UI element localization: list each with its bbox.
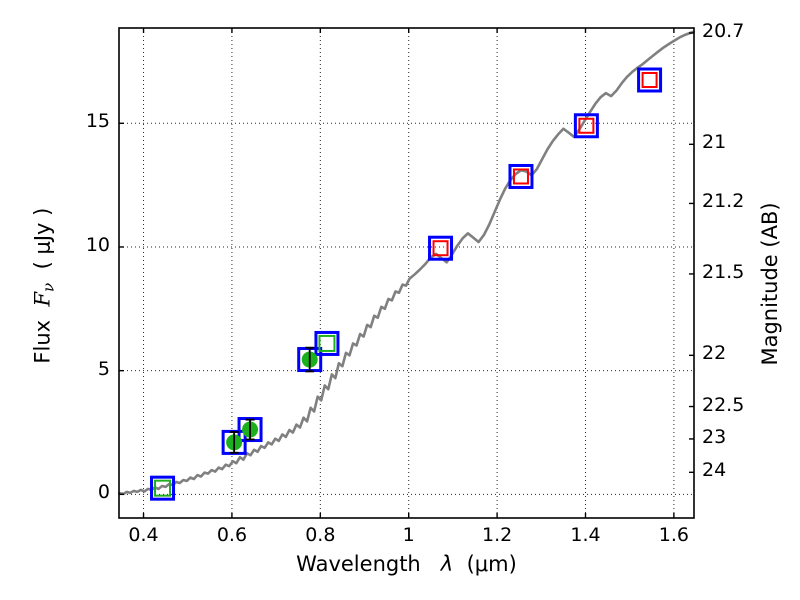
axes-frame (118, 27, 695, 519)
errorbar (305, 346, 315, 373)
marker-observed-photometry-blue-squares (428, 235, 454, 261)
marker-ir-photometry-red-open-squares (578, 117, 595, 134)
x-axis-label-name: Wavelength (296, 552, 421, 576)
y-tick-label: 0 (97, 481, 110, 504)
x-tick-label: 1.4 (570, 524, 601, 546)
y-tick-label: 15 (85, 110, 110, 133)
y2-tick-label: 21.2 (702, 190, 745, 213)
x-tick-label: 0.4 (128, 524, 159, 546)
marker-ir-photometry-red-open-squares (432, 240, 449, 257)
x-axis-label-unit: (μm) (466, 552, 517, 576)
x-axis-label-symbol: λ (440, 552, 454, 576)
y-tick-label: 5 (97, 357, 110, 380)
y-axis-label-name: Flux (30, 319, 55, 364)
y2-tick-label: 23 (702, 425, 727, 448)
marker-observed-photometry-blue-squares (314, 330, 340, 356)
y2-tick-label: 21 (702, 131, 727, 154)
y-axis-label-symbol: F (30, 291, 55, 307)
model-spectrum-line (117, 30, 696, 496)
y2-tick-label: 24 (702, 459, 727, 482)
marker-observed-photometry-blue-squares (573, 113, 599, 139)
x-tick-label: 1.6 (658, 524, 689, 546)
errorbar (245, 418, 255, 441)
grid-lines (119, 28, 694, 518)
x-tick-label: 0.6 (216, 524, 248, 546)
marker-ir-photometry-red-open-squares (641, 71, 658, 88)
y-axis-label-subscript: ν (39, 282, 58, 292)
marker-model-photometry-green-open-squares (154, 479, 172, 497)
y-axis-right-label: Magnitude (AB) (758, 202, 782, 366)
marker-ir-photometry-red-open-squares (512, 168, 529, 185)
marker-observed-photometry-blue-squares (637, 67, 663, 93)
marker-observed-photometry-blue-squares (508, 163, 534, 189)
marker-observed-photometry-blue-squares (237, 417, 263, 443)
y2-tick-label: 22.5 (702, 393, 745, 416)
marker-model-photometry-green-open-squares (318, 334, 336, 352)
y-axis-label-unit: ( μJy ) (30, 207, 55, 270)
marker-observed-photometry-blue-squares (150, 475, 176, 501)
y2-tick-label: 21.5 (702, 260, 745, 283)
x-tick-label: 1 (402, 524, 415, 546)
x-tick-label: 0.8 (305, 524, 336, 546)
x-tick-label: 1.2 (481, 524, 513, 546)
errorbar (229, 431, 239, 454)
y-axis-left-label: Flux Fν ( μJy ) (30, 156, 57, 416)
y2-tick-label: 22 (702, 342, 727, 365)
data-point-markers (150, 67, 663, 501)
y2-tick-label: 20.7 (702, 19, 745, 42)
x-axis-label: Wavelength λ (μm) (119, 552, 694, 576)
y-tick-label: 10 (85, 233, 110, 256)
axis-tick-marks (119, 28, 694, 518)
